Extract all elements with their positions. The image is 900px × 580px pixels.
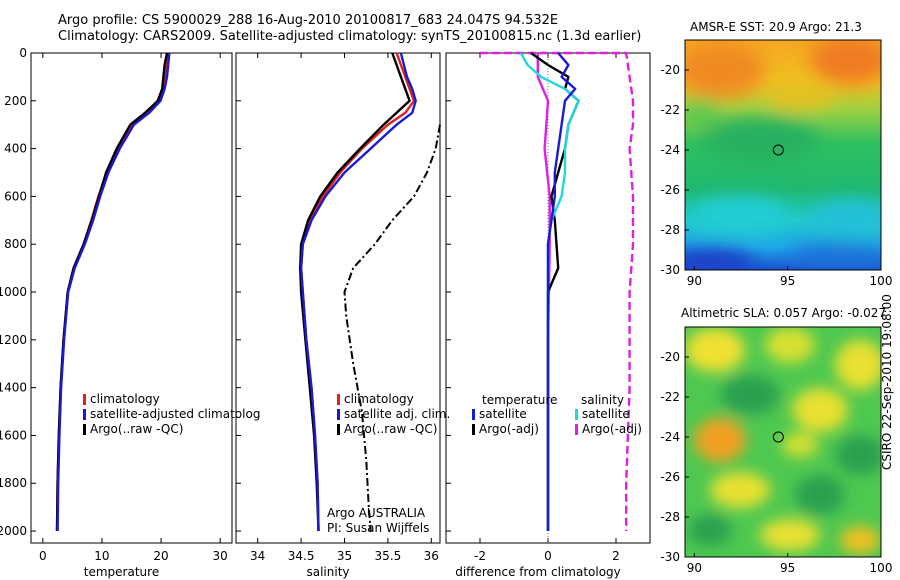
- y-tick-label: 400: [4, 142, 27, 156]
- figure-title-line2: Climatology: CARS2009. Satellite-adjuste…: [58, 29, 642, 44]
- temperature-panel: 0 10 20 30 0 200 400 600 800 1000 1200 1400 1600 1800…: [0, 46, 260, 579]
- legend-swatch: [337, 409, 340, 420]
- sst-map: 90 95 100 -20 -22 -24 -26 -28 -30: [660, 39, 893, 288]
- map-x-tick-label: 100: [870, 561, 893, 575]
- map-y-tick-label: -30: [660, 263, 680, 277]
- legend-sal-satellite: satellite: [582, 407, 630, 421]
- x-axis-label: temperature: [84, 565, 159, 579]
- map-y-tick-label: -22: [660, 103, 680, 117]
- map-y-tick-label: -20: [660, 350, 680, 364]
- legend-swatch: [575, 409, 578, 420]
- legend-swatch: [472, 409, 475, 420]
- x-axis-label: salinity: [306, 565, 349, 579]
- y-tick-label: 1200: [0, 333, 27, 347]
- x-tick-label: 0: [39, 549, 47, 563]
- x-tick-label: 35.5: [375, 549, 402, 563]
- y-tick-label: 0: [19, 46, 27, 60]
- legend-swatch: [337, 394, 340, 405]
- y-tick-label: 1600: [0, 428, 27, 442]
- x-tick-label: 34: [250, 549, 265, 563]
- x-tick-label: 0: [544, 549, 552, 563]
- y-tick-label: 800: [4, 237, 27, 251]
- salinity-argo-dashed-line: [480, 51, 635, 531]
- climatology-line: [55, 52, 170, 532]
- legend-climatology: climatology: [90, 392, 160, 406]
- argo-line: [299, 52, 411, 532]
- map-y-tick-label: -26: [660, 183, 680, 197]
- sla-map: 90 95 100 -20 -22 -24 -26 -28 -30: [660, 326, 893, 575]
- difference-panel: -2 0 2 difference from climatology temperatu…: [445, 51, 651, 579]
- x-tick-label: -2: [474, 549, 486, 563]
- map-y-tick-label: -24: [660, 430, 680, 444]
- argo-location-marker: [772, 431, 784, 443]
- x-tick-label: 10: [94, 549, 109, 563]
- temperature-satellite-line: [546, 52, 577, 531]
- map-x-tick-label: 90: [687, 274, 702, 288]
- legend-climatology: climatology: [344, 392, 414, 406]
- map-y-tick-label: -20: [660, 63, 680, 77]
- sla-map-title: Altimetric SLA: 0.057 Argo: -0.027: [681, 306, 886, 320]
- legend-argo: Argo(..raw -QC): [344, 422, 437, 436]
- map-y-tick-label: -28: [660, 510, 680, 524]
- legend-swatch: [575, 424, 578, 435]
- y-tick-label: 2000: [0, 524, 27, 538]
- salinity-panel: 34 34.5 35 35.5 36 salinity climatologysatelli…: [235, 52, 450, 579]
- satellite-line: [56, 52, 171, 532]
- legend-title-salinity: salinity: [581, 393, 624, 407]
- legend-swatch: [83, 424, 86, 435]
- legend-sal-argo: Argo(-adj): [582, 422, 642, 436]
- legend-swatch: [337, 424, 340, 435]
- map-x-tick-label: 90: [687, 561, 702, 575]
- x-tick-label: 30: [213, 549, 228, 563]
- legend-argo: Argo(..raw -QC): [90, 422, 183, 436]
- legend-swatch: [472, 424, 475, 435]
- sst-map-title: AMSR-E SST: 20.9 Argo: 21.3: [690, 20, 862, 34]
- annotation-pi: PI: Susan Wijffels: [327, 521, 429, 535]
- argo-raw-line: [343, 124, 441, 532]
- credit-label: CSIRO 22-Sep-2010 19:08:00: [880, 294, 894, 470]
- map-y-tick-label: -24: [660, 143, 680, 157]
- x-tick-label: 20: [153, 549, 168, 563]
- legend-swatch: [83, 394, 86, 405]
- legend-temp-argo: Argo(-adj): [479, 422, 539, 436]
- y-tick-label: 1000: [0, 285, 27, 299]
- satellite-line: [299, 52, 417, 532]
- legend-satellite: satellite adj. clim.: [344, 407, 450, 421]
- x-tick-label: 36: [424, 549, 439, 563]
- map-x-tick-label: 95: [780, 561, 795, 575]
- y-tick-label: 1800: [0, 476, 27, 490]
- map-x-tick-label: 100: [870, 274, 893, 288]
- map-y-tick-label: -28: [660, 223, 680, 237]
- plot-frame: [30, 52, 233, 544]
- legend-satellite: satellite-adjusted climatolog: [90, 407, 260, 421]
- y-tick-label: 1400: [0, 381, 27, 395]
- annotation-program: Argo AUSTRALIA: [327, 506, 426, 520]
- map-y-tick-label: -22: [660, 390, 680, 404]
- y-tick-label: 600: [4, 189, 27, 203]
- legend-title-temperature: temperature: [482, 393, 557, 407]
- y-tick-label: 200: [4, 94, 27, 108]
- legend-swatch: [83, 409, 86, 420]
- argo-location-marker: [772, 144, 784, 156]
- temperature-argo-line: [530, 52, 580, 531]
- x-axis-label: difference from climatology: [455, 565, 621, 579]
- map-y-tick-label: -26: [660, 470, 680, 484]
- map-y-tick-label: -30: [660, 550, 680, 564]
- legend-temp-satellite: satellite: [479, 407, 527, 421]
- x-tick-label: 35: [337, 549, 352, 563]
- argo-line: [55, 52, 169, 532]
- x-tick-label: 34.5: [288, 549, 315, 563]
- figure-title-line1: Argo profile: CS 5900029_288 16-Aug-2010…: [58, 13, 559, 28]
- x-tick-label: 2: [612, 549, 620, 563]
- plot-frame: [235, 52, 441, 544]
- map-x-tick-label: 95: [780, 274, 795, 288]
